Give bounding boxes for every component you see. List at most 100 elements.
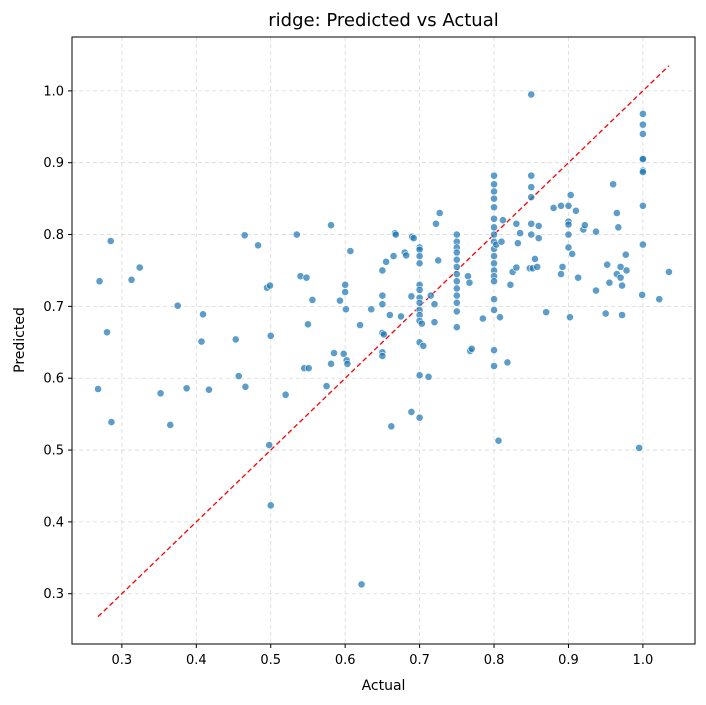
data-point [266,501,275,510]
data-point [343,359,352,368]
y-tick-label: 1.0 [43,84,64,99]
data-point [534,234,543,243]
data-point [378,266,387,275]
data-point [603,260,612,269]
data-point [618,281,626,290]
data-point [655,295,664,304]
data-point [665,267,673,276]
data-point [580,221,589,230]
data-point [638,130,647,138]
data-point [407,408,416,416]
data-point [304,364,313,373]
data-points [94,90,673,589]
data-point [452,270,461,278]
x-axis-ticks: 0.3 0.4 0.5 0.6 0.7 0.8 0.9 1.0 [112,644,653,668]
data-point [527,230,536,239]
data-point [490,187,498,196]
data-point [182,384,191,393]
data-point [452,291,461,300]
data-point [367,305,376,314]
data-point [614,223,623,232]
y-tick-label: 0.7 [43,300,64,315]
data-point [542,308,551,317]
data-point [379,330,388,339]
data-point [638,201,647,210]
data-point [566,191,575,199]
data-point [503,358,512,367]
data-point [564,243,573,252]
y-axis-ticks: 0.3 0.4 0.5 0.6 0.7 0.8 0.9 1.0 [43,84,72,602]
data-point [391,230,400,239]
data-point [378,352,387,360]
data-point [616,273,625,282]
chart-title: ridge: Predicted vs Actual [268,10,498,31]
data-point [336,296,344,305]
data-point [94,385,102,393]
data-point [424,372,433,381]
data-point [605,278,614,287]
data-point [415,298,424,307]
data-point [490,171,498,180]
data-point [566,313,574,322]
data-point [609,180,618,189]
data-point [490,346,498,355]
data-point [490,306,498,314]
data-point [622,266,631,275]
data-point [254,241,262,250]
data-point [621,250,630,259]
data-point [638,109,647,118]
data-point [415,413,424,422]
data-point [407,292,416,301]
data-point [95,277,104,286]
data-point [378,291,387,300]
data-point [385,311,394,319]
data-point [409,234,418,243]
data-point [166,421,175,429]
data-point [417,319,426,328]
data-point [534,222,543,230]
data-point [592,286,600,295]
data-point [266,331,275,340]
data-point [612,209,621,217]
data-point [490,295,498,304]
data-point [494,436,503,445]
data-point [452,323,461,332]
data-point [382,257,391,266]
data-point [490,230,498,239]
data-point [616,262,625,271]
data-point [638,120,647,129]
y-axis-label: Predicted [12,307,28,373]
data-point [452,255,461,264]
y-tick-label: 0.3 [43,587,64,602]
data-point [389,252,398,260]
data-point [638,240,647,249]
y-tick-label: 0.6 [43,372,64,387]
data-point [490,362,498,370]
x-axis-label: Actual [362,678,406,694]
data-point [499,216,507,225]
data-point [346,247,355,255]
data-point [341,288,350,296]
data-point [574,273,583,282]
data-point [557,201,565,210]
data-point [490,203,498,212]
data-point [308,296,317,304]
y-tick-label: 0.9 [43,156,64,171]
data-point [387,422,396,431]
data-point [356,321,364,329]
data-point [564,201,573,210]
data-point [496,313,504,322]
data-point [419,341,428,350]
data-point [452,298,461,307]
data-point [558,262,567,271]
data-point [302,273,311,282]
data-point [549,204,558,212]
data-point [327,221,335,230]
data-point [266,281,274,290]
data-point [135,263,144,272]
x-tick-label: 0.5 [260,653,281,668]
data-point [564,220,573,229]
data-point [490,180,498,189]
